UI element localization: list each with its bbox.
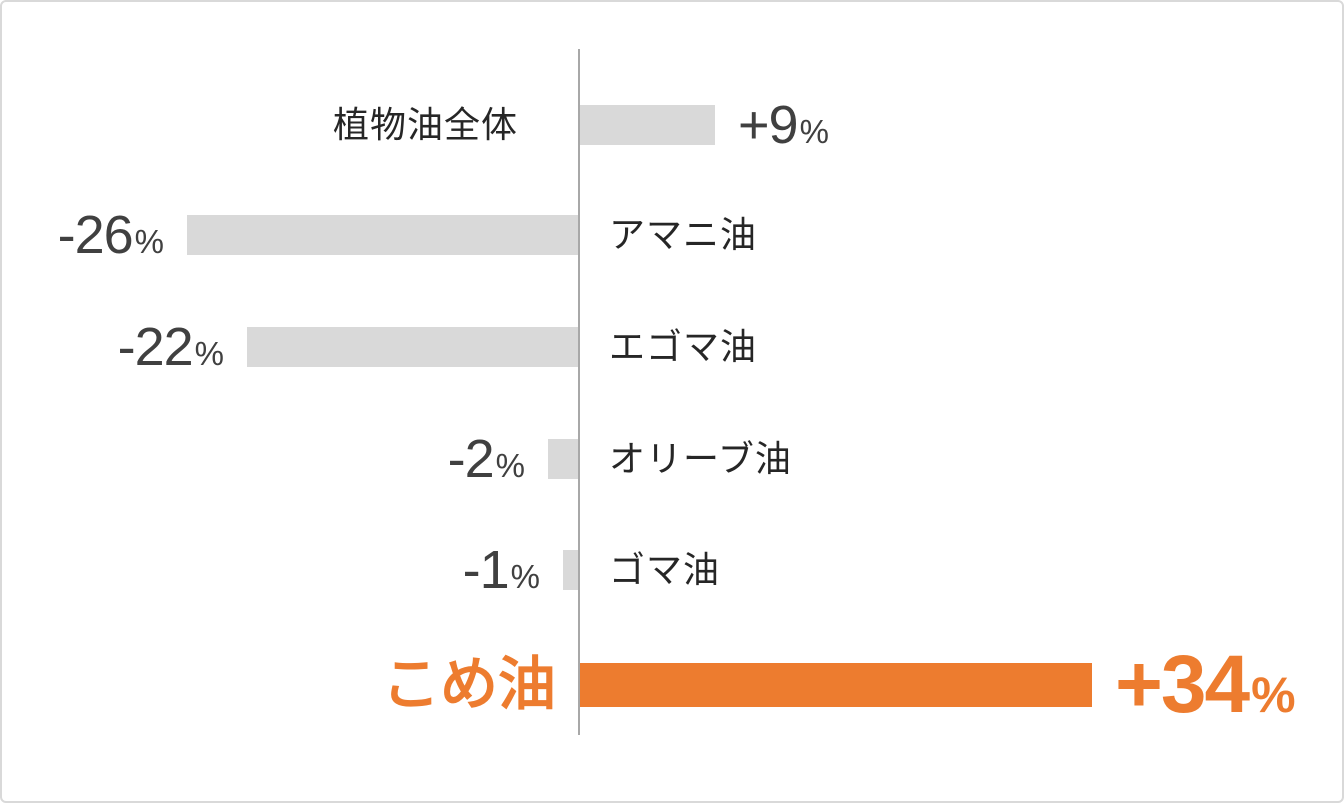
bar-segment [580,105,715,145]
value-label: +9% [738,98,829,152]
value-number: +34 [1115,639,1250,730]
bar-segment [548,439,578,479]
value-label: -26% [58,208,164,262]
zero-axis-line [578,49,580,735]
value-number: +9 [738,95,799,155]
value-number: -26 [57,205,134,265]
percent-sign: % [134,223,164,260]
percent-sign: % [194,335,224,372]
value-label: +34% [1115,644,1296,726]
category-label: エゴマ油 [609,326,758,367]
bar-segment [187,215,578,255]
value-label: -1% [463,543,540,597]
value-number: -2 [447,429,495,489]
percent-sign: % [1251,667,1296,723]
bar-segment [563,550,578,590]
percent-sign: % [799,113,829,150]
category-label: オリーブ油 [609,438,792,479]
category-label: アマニ油 [609,214,758,255]
value-label: -2% [448,432,525,486]
category-label: こめ油 [381,652,556,717]
bar-segment [247,327,578,367]
bar-highlight [580,663,1092,707]
value-label: -22% [118,320,224,374]
category-label: ゴマ油 [609,549,721,590]
percent-sign: % [510,558,540,595]
value-number: -22 [117,317,194,377]
value-number: -1 [462,540,510,600]
percent-sign: % [495,447,525,484]
category-label: 植物油全体 [332,104,518,145]
